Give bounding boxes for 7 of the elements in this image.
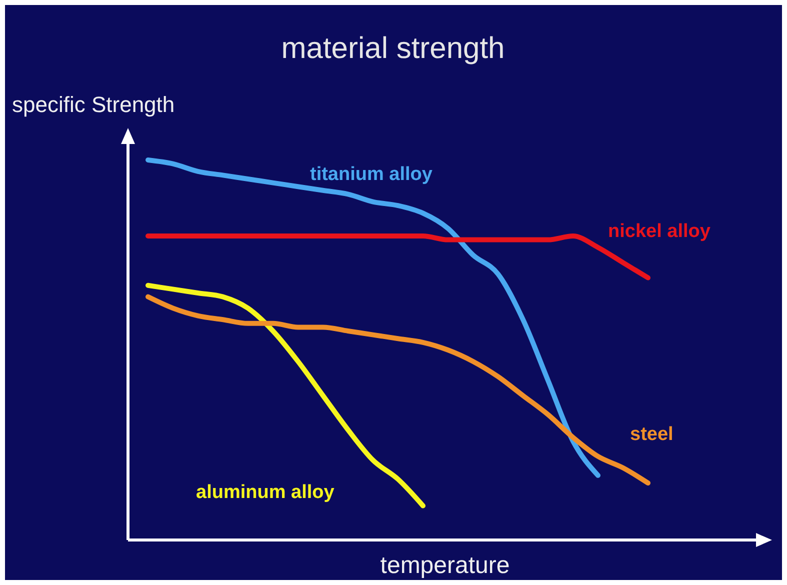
chart-title: material strength [281,32,505,65]
x-axis-title: temperature [380,552,510,579]
series-label: titanium alloy [310,164,433,185]
series-label: nickel alloy [608,221,711,242]
y-axis-title: specific Strength [12,92,175,117]
series-label: steel [630,424,674,445]
text: aluminum alloy [196,482,335,503]
